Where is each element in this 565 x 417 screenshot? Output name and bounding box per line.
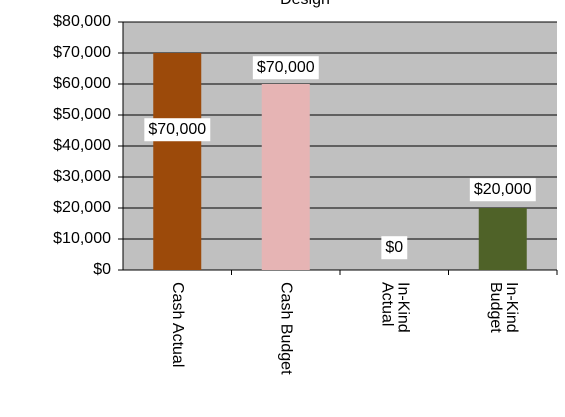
- y-tick-label: $80,000: [53, 13, 111, 30]
- x-tick-label: In-KindActual: [378, 282, 411, 333]
- bar: [478, 208, 527, 270]
- y-tick-label: $0: [93, 261, 111, 278]
- x-tick-label: Cash Budget: [278, 282, 295, 375]
- y-tick-label: $20,000: [53, 199, 111, 216]
- data-label-group: $70,000: [252, 56, 319, 80]
- data-label: $0: [385, 239, 403, 256]
- bar: [261, 84, 310, 270]
- data-label: $20,000: [474, 181, 532, 198]
- data-label-group: $20,000: [469, 178, 536, 202]
- data-label: $70,000: [257, 59, 315, 76]
- data-label-box: [469, 178, 536, 202]
- y-tick-label: $70,000: [53, 44, 111, 61]
- y-tick-label: $10,000: [53, 230, 111, 247]
- data-label-group: $70,000: [144, 118, 211, 142]
- y-tick-label: $50,000: [53, 106, 111, 123]
- chart-title: Design: [280, 0, 330, 8]
- data-label-box: [381, 236, 408, 260]
- y-tick-label: $60,000: [53, 75, 111, 92]
- data-label-group: $0: [381, 236, 408, 260]
- bar: [153, 53, 202, 270]
- data-label-box: [144, 118, 211, 142]
- data-label: $70,000: [148, 121, 206, 138]
- y-tick-label: $40,000: [53, 137, 111, 154]
- data-label-box: [252, 56, 319, 80]
- x-tick-label: In-KindBudget: [487, 282, 520, 333]
- x-tick-label: Cash Actual: [169, 282, 186, 367]
- y-tick-label: $30,000: [53, 168, 111, 185]
